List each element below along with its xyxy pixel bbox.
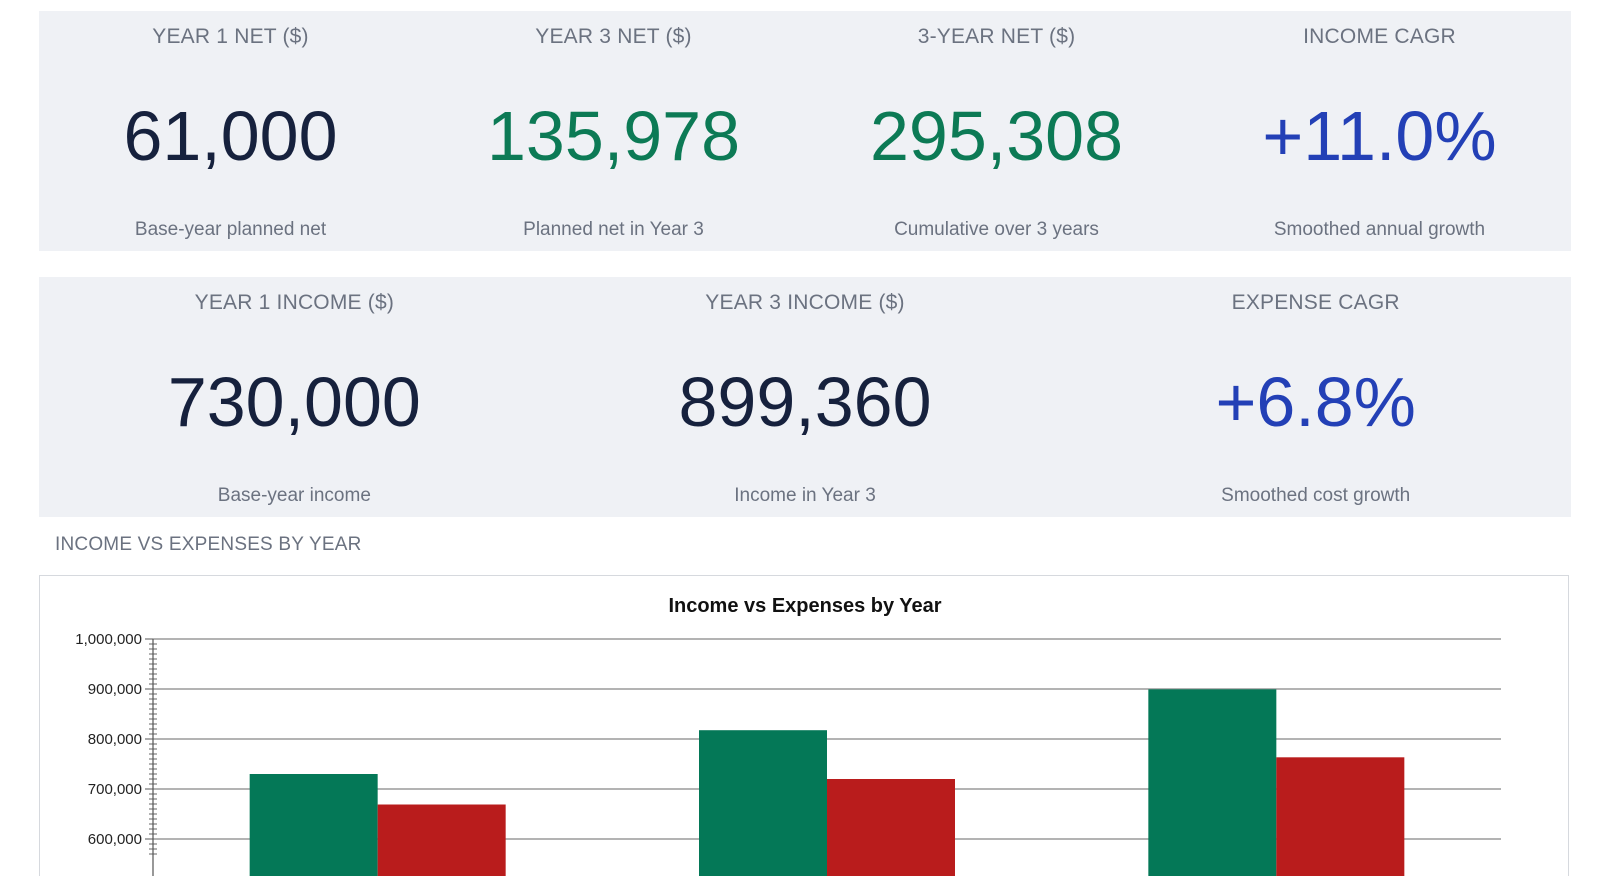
kpi-year3-net: YEAR 3 NET ($) 135,978 Planned net in Ye… [422,11,805,251]
kpi-subtitle: Base-year income [217,485,371,506]
kpi-label: INCOME CAGR [1303,25,1456,48]
expense-bar [377,804,506,876]
kpi-3year-net: 3-YEAR NET ($) 295,308 Cumulative over 3… [805,11,1188,251]
kpi-subtitle: Planned net in Year 3 [523,219,704,240]
kpi-label: YEAR 3 INCOME ($) [705,291,905,314]
chart-title: Income vs Expenses by Year [668,595,941,617]
kpi-subtitle: Cumulative over 3 years [894,219,1099,240]
chart-section-heading: INCOME VS EXPENSES BY YEAR [55,534,362,555]
y-tick-label: 600,000 [88,831,142,848]
income-bar [1148,689,1277,876]
kpi-label: YEAR 1 NET ($) [152,25,309,48]
kpi-subtitle: Income in Year 3 [734,485,876,506]
kpi-income-cagr: INCOME CAGR +11.0% Smoothed annual growt… [1188,11,1571,251]
expense-bar [1276,757,1405,876]
kpi-label: YEAR 3 NET ($) [535,25,692,48]
kpi-subtitle: Smoothed cost growth [1221,485,1411,506]
kpi-label: EXPENSE CAGR [1231,291,1400,314]
income-bar [249,774,378,876]
kpi-year1-net: YEAR 1 NET ($) 61,000 Base-year planned … [39,11,422,251]
kpi-subtitle: Smoothed annual growth [1273,219,1486,240]
chart-panel: Income vs Expenses by Year 1,000,000 900,… [39,575,1569,876]
y-tick-label: 800,000 [88,731,142,748]
kpi-row-net: YEAR 1 NET ($) 61,000 Base-year planned … [39,11,1571,251]
kpi-label: 3-YEAR NET ($) [917,25,1076,48]
kpi-value: 135,978 [486,97,741,175]
kpi-value: +6.8% [1215,363,1416,441]
y-tick-label: 900,000 [88,681,142,698]
kpi-row-income: YEAR 1 INCOME ($) 730,000 Base-year inco… [39,277,1571,517]
y-tick-label: 700,000 [88,781,142,798]
kpi-expense-cagr: EXPENSE CAGR +6.8% Smoothed cost growth [1060,277,1571,517]
income-expense-chart: Income vs Expenses by Year 1,000,000 900,… [75,595,1501,876]
kpi-value: +11.0% [1262,97,1497,175]
kpi-value: 61,000 [123,97,338,175]
income-bar [699,730,827,876]
kpi-value: 295,308 [869,97,1124,175]
kpi-value: 899,360 [678,363,932,441]
kpi-year3-income: YEAR 3 INCOME ($) 899,360 Income in Year… [550,277,1061,517]
expense-bar [827,779,955,876]
kpi-label: YEAR 1 INCOME ($) [194,291,395,314]
kpi-value: 730,000 [167,363,421,441]
kpi-year1-income: YEAR 1 INCOME ($) 730,000 Base-year inco… [39,277,550,517]
kpi-subtitle: Base-year planned net [134,219,327,240]
y-tick-label: 1,000,000 [75,631,142,648]
